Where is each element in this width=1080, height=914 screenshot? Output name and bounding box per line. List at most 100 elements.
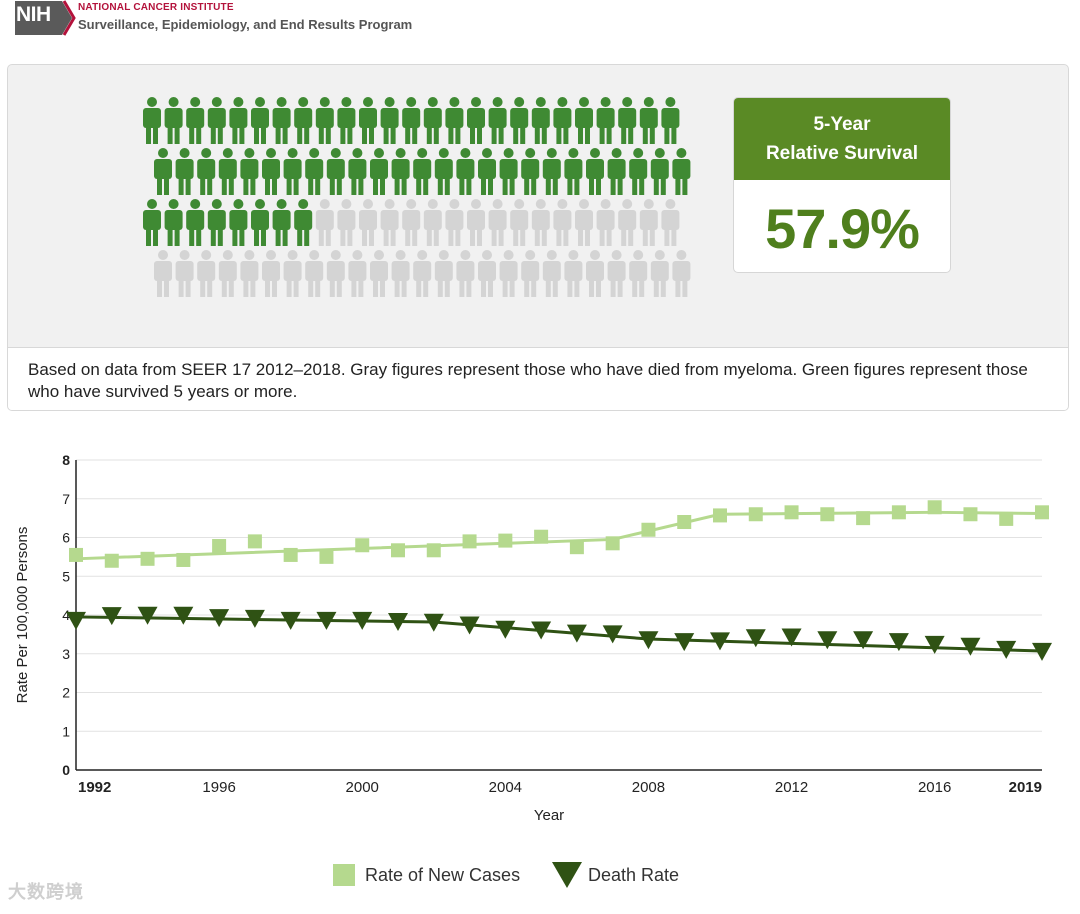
rate-of-new-cases-point[interactable] (963, 507, 978, 522)
death-rate-point[interactable] (316, 611, 337, 630)
rate-of-new-cases-point[interactable] (104, 553, 119, 568)
rate-of-new-cases-point[interactable] (319, 549, 334, 564)
person-figure (240, 148, 259, 195)
death-rate-point[interactable] (388, 612, 408, 631)
legend-label: Death Rate (588, 865, 679, 885)
person-figure (488, 199, 507, 246)
x-tick-label: 2012 (775, 779, 808, 796)
death-rate-point[interactable] (960, 637, 981, 656)
y-tick-label: 2 (62, 685, 70, 701)
person-figure (445, 97, 464, 144)
y-tick-label: 0 (62, 762, 70, 778)
person-figure (499, 250, 518, 297)
death-rate-point[interactable] (66, 611, 86, 630)
rate-of-new-cases-point[interactable] (355, 538, 370, 553)
death-rate-point[interactable] (853, 631, 874, 650)
rate-of-new-cases-point[interactable] (891, 505, 906, 520)
rate-of-new-cases-point[interactable] (605, 536, 620, 551)
rate-of-new-cases-point[interactable] (999, 511, 1014, 526)
person-figure (586, 148, 604, 195)
person-figure (337, 97, 356, 144)
rate-of-new-cases-point[interactable] (748, 507, 763, 522)
death-rate-point[interactable] (710, 632, 730, 651)
rate-of-new-cases-point[interactable] (140, 551, 155, 566)
person-figure (531, 199, 550, 246)
person-figure (542, 250, 561, 297)
rate-of-new-cases-point[interactable] (569, 540, 584, 555)
person-figure (445, 199, 464, 246)
death-rate-point[interactable] (745, 629, 766, 648)
nih-logo[interactable] (12, 0, 76, 36)
person-figure (315, 199, 334, 246)
rate-of-new-cases-point[interactable] (784, 505, 799, 520)
person-figure (413, 250, 432, 297)
person-figure (391, 250, 410, 297)
death-rate-point[interactable] (423, 613, 444, 632)
death-rate-point[interactable] (1032, 642, 1052, 661)
death-rate-point[interactable] (817, 631, 838, 650)
rate-of-new-cases-point[interactable] (856, 511, 871, 526)
death-rate-point[interactable] (996, 640, 1017, 659)
site-header: NIH NATIONAL CANCER INSTITUTE Surveillan… (10, 0, 610, 40)
legend-item-death-rate[interactable]: Death Rate (552, 862, 679, 888)
rate-of-new-cases-point[interactable] (176, 552, 191, 567)
rate-of-new-cases-point[interactable] (498, 533, 513, 548)
survival-card-header: 5-Year Relative Survival (734, 98, 950, 180)
death-rate-point[interactable] (459, 616, 480, 635)
death-rate-point[interactable] (924, 635, 945, 654)
person-figure (639, 199, 658, 246)
person-figure (564, 148, 583, 195)
death-rate-point[interactable] (209, 609, 230, 628)
rate-of-new-cases-point[interactable] (462, 534, 477, 549)
death-rate-point[interactable] (781, 628, 802, 647)
death-rate-point[interactable] (101, 607, 122, 626)
person-figure (251, 199, 269, 246)
person-figure (402, 199, 421, 246)
person-figure (164, 97, 183, 144)
rate-of-new-cases-point[interactable] (283, 547, 298, 562)
death-rate-point[interactable] (638, 631, 659, 650)
person-figure (586, 250, 604, 297)
death-rate-point[interactable] (173, 606, 194, 625)
person-figure (661, 97, 680, 144)
rate-of-new-cases-point[interactable] (69, 547, 83, 562)
rate-of-new-cases-point[interactable] (820, 507, 835, 522)
death-rate-point[interactable] (566, 624, 587, 643)
rate-of-new-cases-point[interactable] (713, 508, 727, 523)
death-rate-point[interactable] (352, 611, 373, 630)
rate-of-new-cases-point[interactable] (391, 543, 405, 558)
survival-pictogram (143, 97, 691, 297)
person-figure (661, 199, 680, 246)
person-figure (164, 199, 183, 246)
rate-of-new-cases-point[interactable] (534, 529, 549, 544)
death-rate-point[interactable] (674, 633, 695, 652)
y-axis-title: Rate Per 100,000 Persons (14, 527, 31, 704)
person-figure (434, 250, 453, 297)
person-figure (272, 199, 291, 246)
rate-of-new-cases-point[interactable] (641, 522, 656, 537)
death-rate-point[interactable] (244, 609, 265, 628)
person-figure (488, 97, 507, 144)
y-tick-label: 8 (62, 452, 70, 468)
rate-of-new-cases-point[interactable] (677, 515, 692, 529)
death-rate-point[interactable] (531, 621, 552, 640)
death-rate-point[interactable] (495, 620, 516, 639)
person-figure (294, 97, 313, 144)
death-rate-point[interactable] (602, 625, 623, 644)
person-figure (542, 148, 561, 195)
person-figure (154, 148, 172, 195)
death-rate-point[interactable] (280, 611, 301, 630)
death-rate-point[interactable] (137, 606, 158, 625)
rate-of-new-cases-point[interactable] (212, 539, 227, 554)
legend-item-rate-of-new-cases[interactable]: Rate of New Cases (333, 864, 520, 886)
rate-of-new-cases-point[interactable] (927, 500, 942, 515)
death-rate-point[interactable] (888, 633, 909, 652)
rate-of-new-cases-point[interactable] (247, 534, 262, 549)
person-figure (143, 199, 161, 246)
rate-of-new-cases-point[interactable] (1035, 505, 1049, 520)
person-figure (564, 250, 583, 297)
rate-of-new-cases-point[interactable] (426, 543, 441, 558)
person-figure (650, 250, 669, 297)
person-figure (186, 97, 205, 144)
person-figure (531, 97, 550, 144)
